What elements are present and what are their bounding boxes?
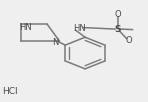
- Text: O: O: [126, 36, 132, 45]
- Text: O: O: [114, 10, 121, 19]
- Text: HCl: HCl: [3, 87, 18, 96]
- Text: HN: HN: [20, 23, 32, 32]
- Text: S: S: [114, 25, 121, 34]
- Text: N: N: [52, 38, 59, 47]
- Text: HN: HN: [73, 24, 86, 33]
